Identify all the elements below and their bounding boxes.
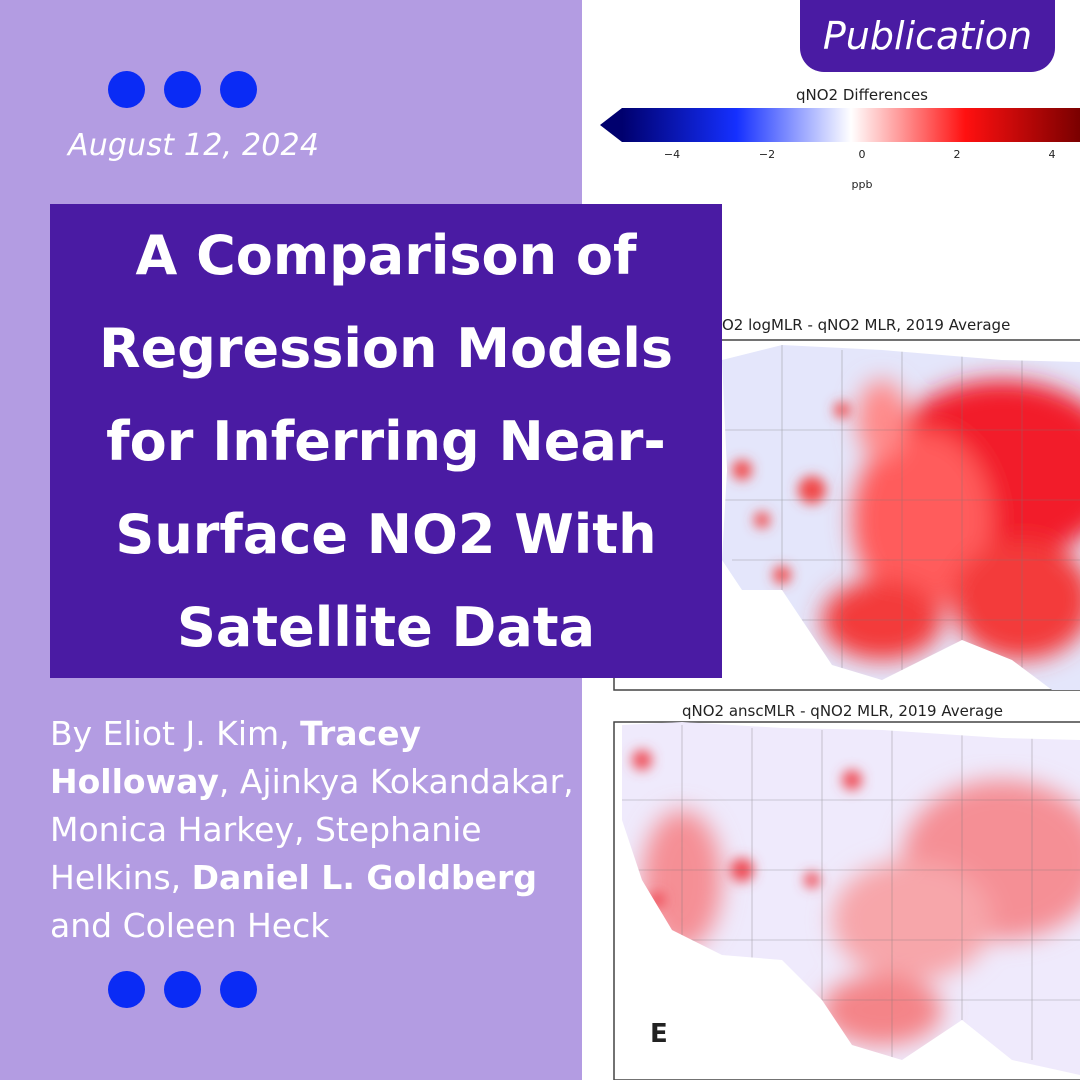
colorbar-tick: 0 [859, 148, 866, 161]
author-name-bold: Tracey Holloway [50, 714, 422, 801]
publication-date: August 12, 2024 [68, 128, 320, 163]
colorbar-arrow [600, 108, 622, 142]
dot-icon [220, 971, 257, 1008]
colorbar-tick: −2 [759, 148, 775, 161]
authors: By Eliot J. Kim, Tracey Holloway, Ajinky… [50, 710, 580, 950]
colorbar-tick: 4 [1049, 148, 1056, 161]
dot-icon [164, 971, 201, 1008]
dot-icon [164, 71, 201, 108]
colorbar [622, 108, 1080, 142]
map1-title: O2 logMLR - qNO2 MLR, 2019 Average [722, 316, 1010, 334]
badge-label: Publication [822, 14, 1033, 58]
panel-label: E [650, 1019, 668, 1049]
author-text: By Eliot J. Kim, [50, 714, 301, 753]
map-figure: qNO2 Differences −4 −2 0 2 4 ppb O2 logM… [600, 86, 1080, 1080]
figure-image: qNO2 Differences −4 −2 0 2 4 ppb O2 logM… [582, 0, 1080, 1080]
author-name-bold: Daniel L. Goldberg [191, 858, 537, 897]
colorbar-tick: 2 [954, 148, 961, 161]
map2-title: qNO2 anscMLR - qNO2 MLR, 2019 Average [682, 702, 1003, 720]
dot-icon [220, 71, 257, 108]
colorbar-unit: ppb [852, 178, 873, 191]
publication-badge: Publication [800, 0, 1055, 72]
title-box: A Comparison of Regression Models for In… [50, 204, 722, 678]
dot-icon [108, 971, 145, 1008]
bottom-dots [108, 971, 257, 1008]
colorbar-tick: −4 [664, 148, 680, 161]
top-dots [108, 71, 257, 108]
author-text: and Coleen Heck [50, 906, 330, 945]
author-text: , Ajinkya Kokandakar, Monica Harkey, Ste… [50, 762, 574, 897]
colorbar-title: qNO2 Differences [796, 86, 928, 104]
page-title: A Comparison of Regression Models for In… [98, 223, 673, 659]
dot-icon [108, 71, 145, 108]
